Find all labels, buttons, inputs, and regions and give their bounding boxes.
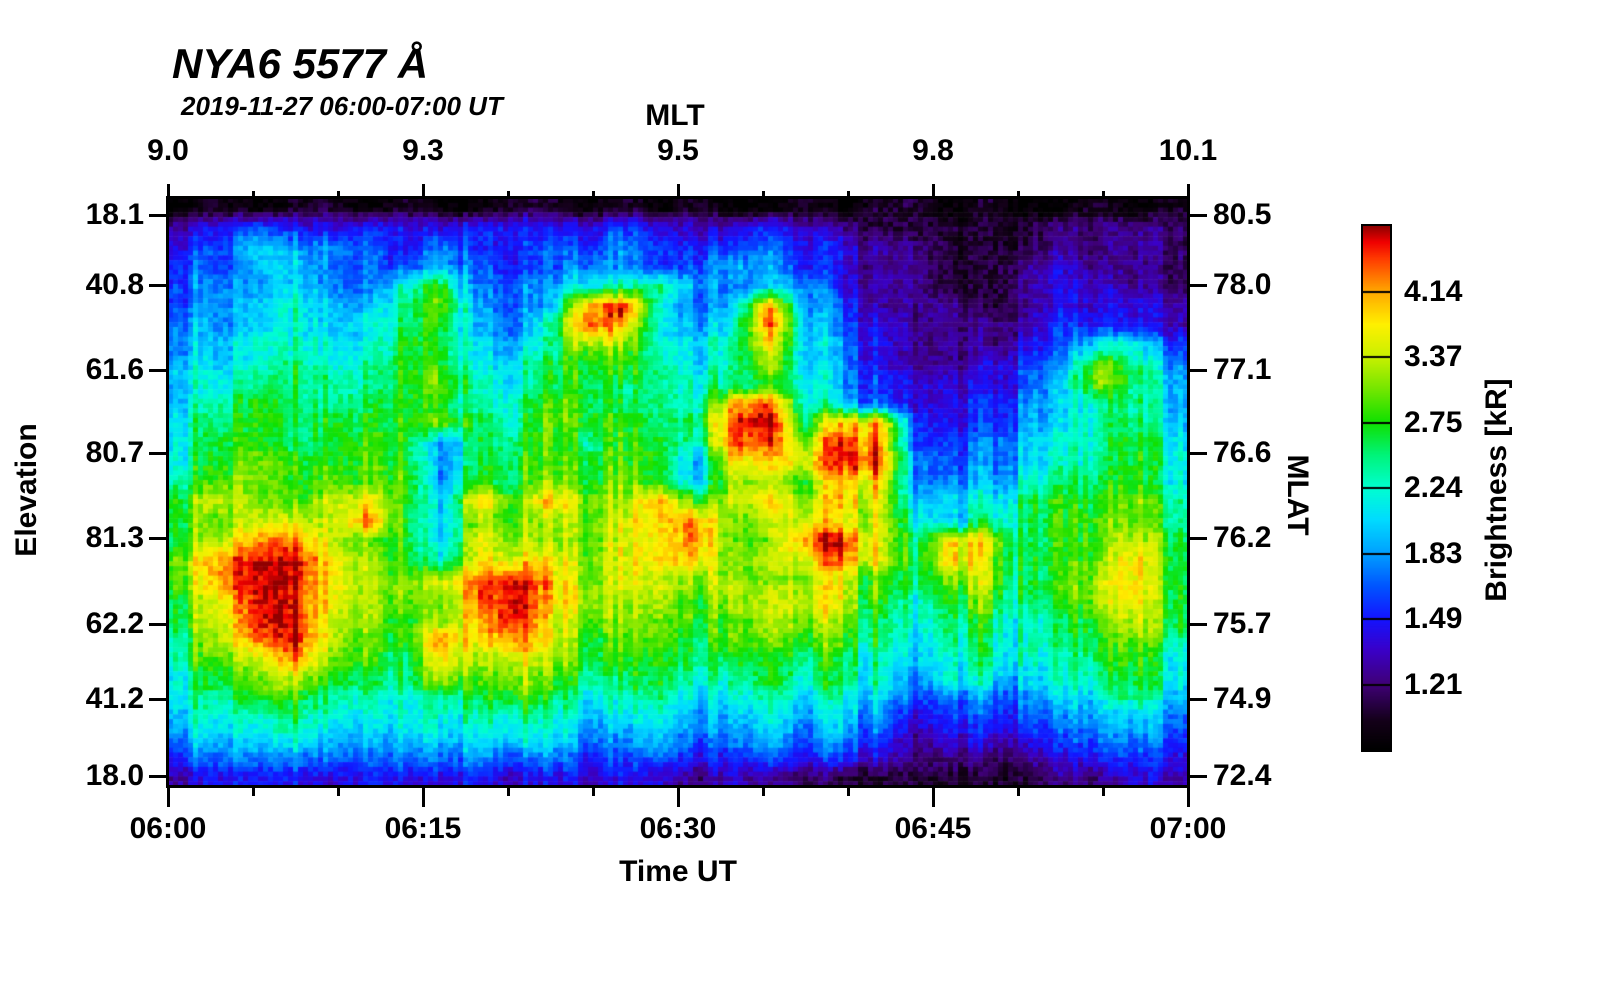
left-tick	[149, 698, 168, 701]
colorbar-tick-label: 3.37	[1404, 340, 1463, 373]
y2-axis-title: MLAT	[1281, 454, 1314, 536]
mlat-tick-label: 74.9	[1213, 682, 1272, 715]
right-tick	[1188, 698, 1207, 701]
time-tick-label: 06:30	[639, 812, 717, 845]
bottom-major-tick	[1187, 786, 1190, 807]
left-tick	[149, 284, 168, 287]
top-minor-tick	[592, 191, 595, 198]
bottom-major-tick	[677, 786, 680, 807]
y-axis-title: Elevation	[10, 423, 43, 557]
mlat-tick-label: 76.2	[1213, 521, 1272, 554]
top-major-tick	[932, 184, 935, 198]
bottom-minor-tick	[1102, 786, 1105, 796]
elevation-tick-label: 18.1	[85, 198, 144, 231]
bottom-minor-tick	[507, 786, 510, 796]
left-tick	[149, 537, 168, 540]
page-subtitle: 2019-11-27 06:00-07:00 UT	[181, 91, 503, 121]
bottom-minor-tick	[252, 786, 255, 796]
bottom-minor-tick	[337, 786, 340, 796]
right-tick	[1188, 284, 1207, 287]
time-tick-label: 06:45	[894, 812, 972, 845]
time-tick-label: 06:00	[129, 812, 207, 845]
mlat-tick-label: 75.7	[1213, 607, 1272, 640]
left-tick	[149, 214, 168, 217]
top-major-tick	[1187, 184, 1190, 198]
time-tick-label: 07:00	[1149, 812, 1227, 845]
bottom-minor-tick	[592, 786, 595, 796]
mlat-tick-label: 80.5	[1213, 198, 1272, 231]
right-tick	[1188, 537, 1207, 540]
elevation-tick-label: 61.6	[85, 353, 144, 386]
top-major-tick	[422, 184, 425, 198]
right-tick	[1188, 775, 1207, 778]
mlt-tick-label: 9.0	[147, 134, 189, 167]
elevation-tick-label: 40.8	[85, 268, 144, 301]
left-tick	[149, 452, 168, 455]
elevation-tick-label: 81.3	[85, 521, 144, 554]
left-tick	[149, 369, 168, 372]
top-minor-tick	[1017, 191, 1020, 198]
keogram-heatmap	[168, 198, 1188, 786]
time-tick-label: 06:15	[384, 812, 462, 845]
mlt-tick-label: 9.5	[657, 134, 699, 167]
colorbar-tick-label: 1.21	[1404, 667, 1463, 701]
colorbar-tick-label: 1.49	[1404, 602, 1463, 635]
right-tick	[1188, 623, 1207, 626]
right-tick	[1188, 369, 1207, 372]
bottom-minor-tick	[762, 786, 765, 796]
top-major-tick	[167, 184, 170, 198]
page-title: NYA6 5577 Å	[172, 40, 429, 87]
top-minor-tick	[337, 191, 340, 198]
left-tick	[149, 775, 168, 778]
top-major-tick	[677, 184, 680, 198]
elevation-tick-label: 62.2	[85, 607, 144, 640]
top-minor-tick	[507, 191, 510, 198]
mlat-tick-label: 72.4	[1213, 759, 1272, 792]
colorbar	[1363, 226, 1390, 750]
mlt-tick-label: 9.8	[912, 134, 954, 167]
colorbar-tick-label: 4.14	[1404, 274, 1463, 308]
colorbar-title: Brightness [kR]	[1480, 378, 1513, 602]
colorbar-tick-label: 2.24	[1404, 471, 1463, 504]
top-minor-tick	[1102, 191, 1105, 198]
colorbar-tick-label: 2.75	[1404, 405, 1463, 439]
right-tick	[1188, 214, 1207, 217]
mlt-axis-title: MLT	[645, 99, 705, 132]
mlat-tick-label: 76.6	[1213, 436, 1272, 469]
elevation-tick-label: 41.2	[85, 682, 144, 715]
bottom-minor-tick	[847, 786, 850, 796]
left-tick	[149, 623, 168, 626]
top-minor-tick	[252, 191, 255, 198]
colorbar-tick-label: 1.83	[1404, 536, 1463, 570]
bottom-major-tick	[167, 786, 170, 807]
top-minor-tick	[762, 191, 765, 198]
x-axis-title: Time UT	[619, 855, 737, 888]
bottom-minor-tick	[1017, 786, 1020, 796]
elevation-tick-label: 80.7	[85, 436, 144, 469]
right-tick	[1188, 452, 1207, 455]
top-minor-tick	[847, 191, 850, 198]
mlat-tick-label: 78.0	[1213, 268, 1272, 301]
mlat-tick-label: 77.1	[1213, 353, 1272, 386]
mlt-tick-label: 10.1	[1158, 134, 1218, 167]
bottom-major-tick	[422, 786, 425, 807]
bottom-major-tick	[932, 786, 935, 807]
mlt-tick-label: 9.3	[402, 134, 444, 167]
elevation-tick-label: 18.0	[85, 759, 144, 792]
